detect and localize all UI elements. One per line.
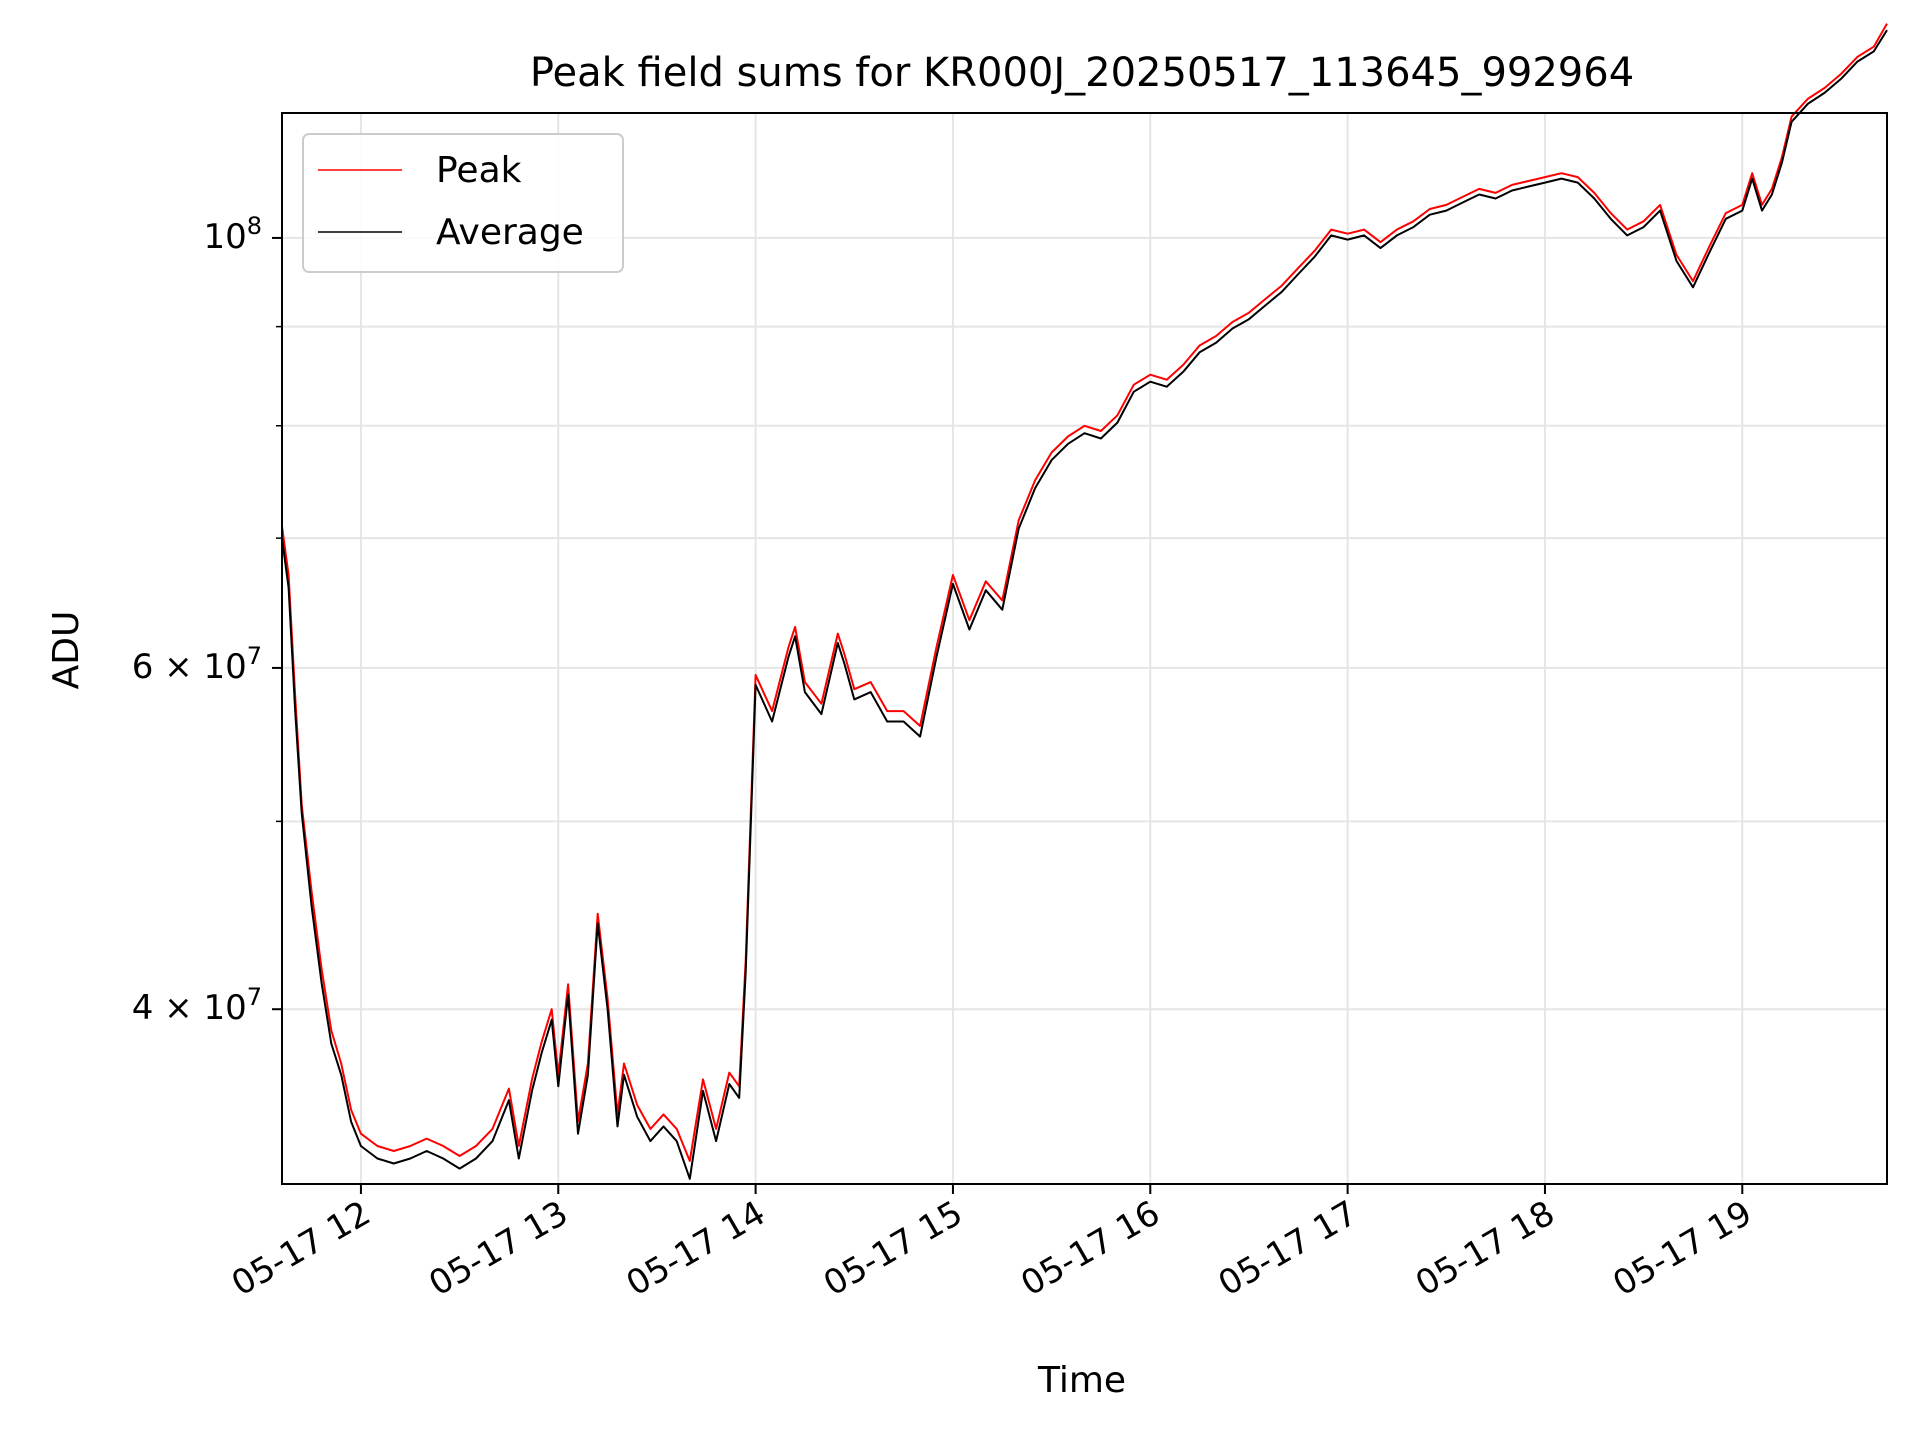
y-tick-label: 4 × 107 <box>132 983 262 1028</box>
legend: Peak Average <box>302 133 624 273</box>
legend-label-peak: Peak <box>436 150 522 191</box>
legend-label-average: Average <box>436 212 584 253</box>
series-line-peak <box>281 23 1888 1162</box>
y-tick-label: 108 <box>203 212 262 257</box>
y-axis-label: ADU <box>46 611 87 690</box>
x-axis-label: Time <box>1037 1360 1126 1401</box>
series-layer <box>281 23 1888 1180</box>
series-line-average <box>281 29 1888 1180</box>
legend-box <box>302 133 624 273</box>
chart-title: Peak field sums for KR000J_20250517_1136… <box>530 50 1634 96</box>
plot-frame <box>281 112 1888 1185</box>
y-tick-label: 6 × 107 <box>132 642 262 687</box>
